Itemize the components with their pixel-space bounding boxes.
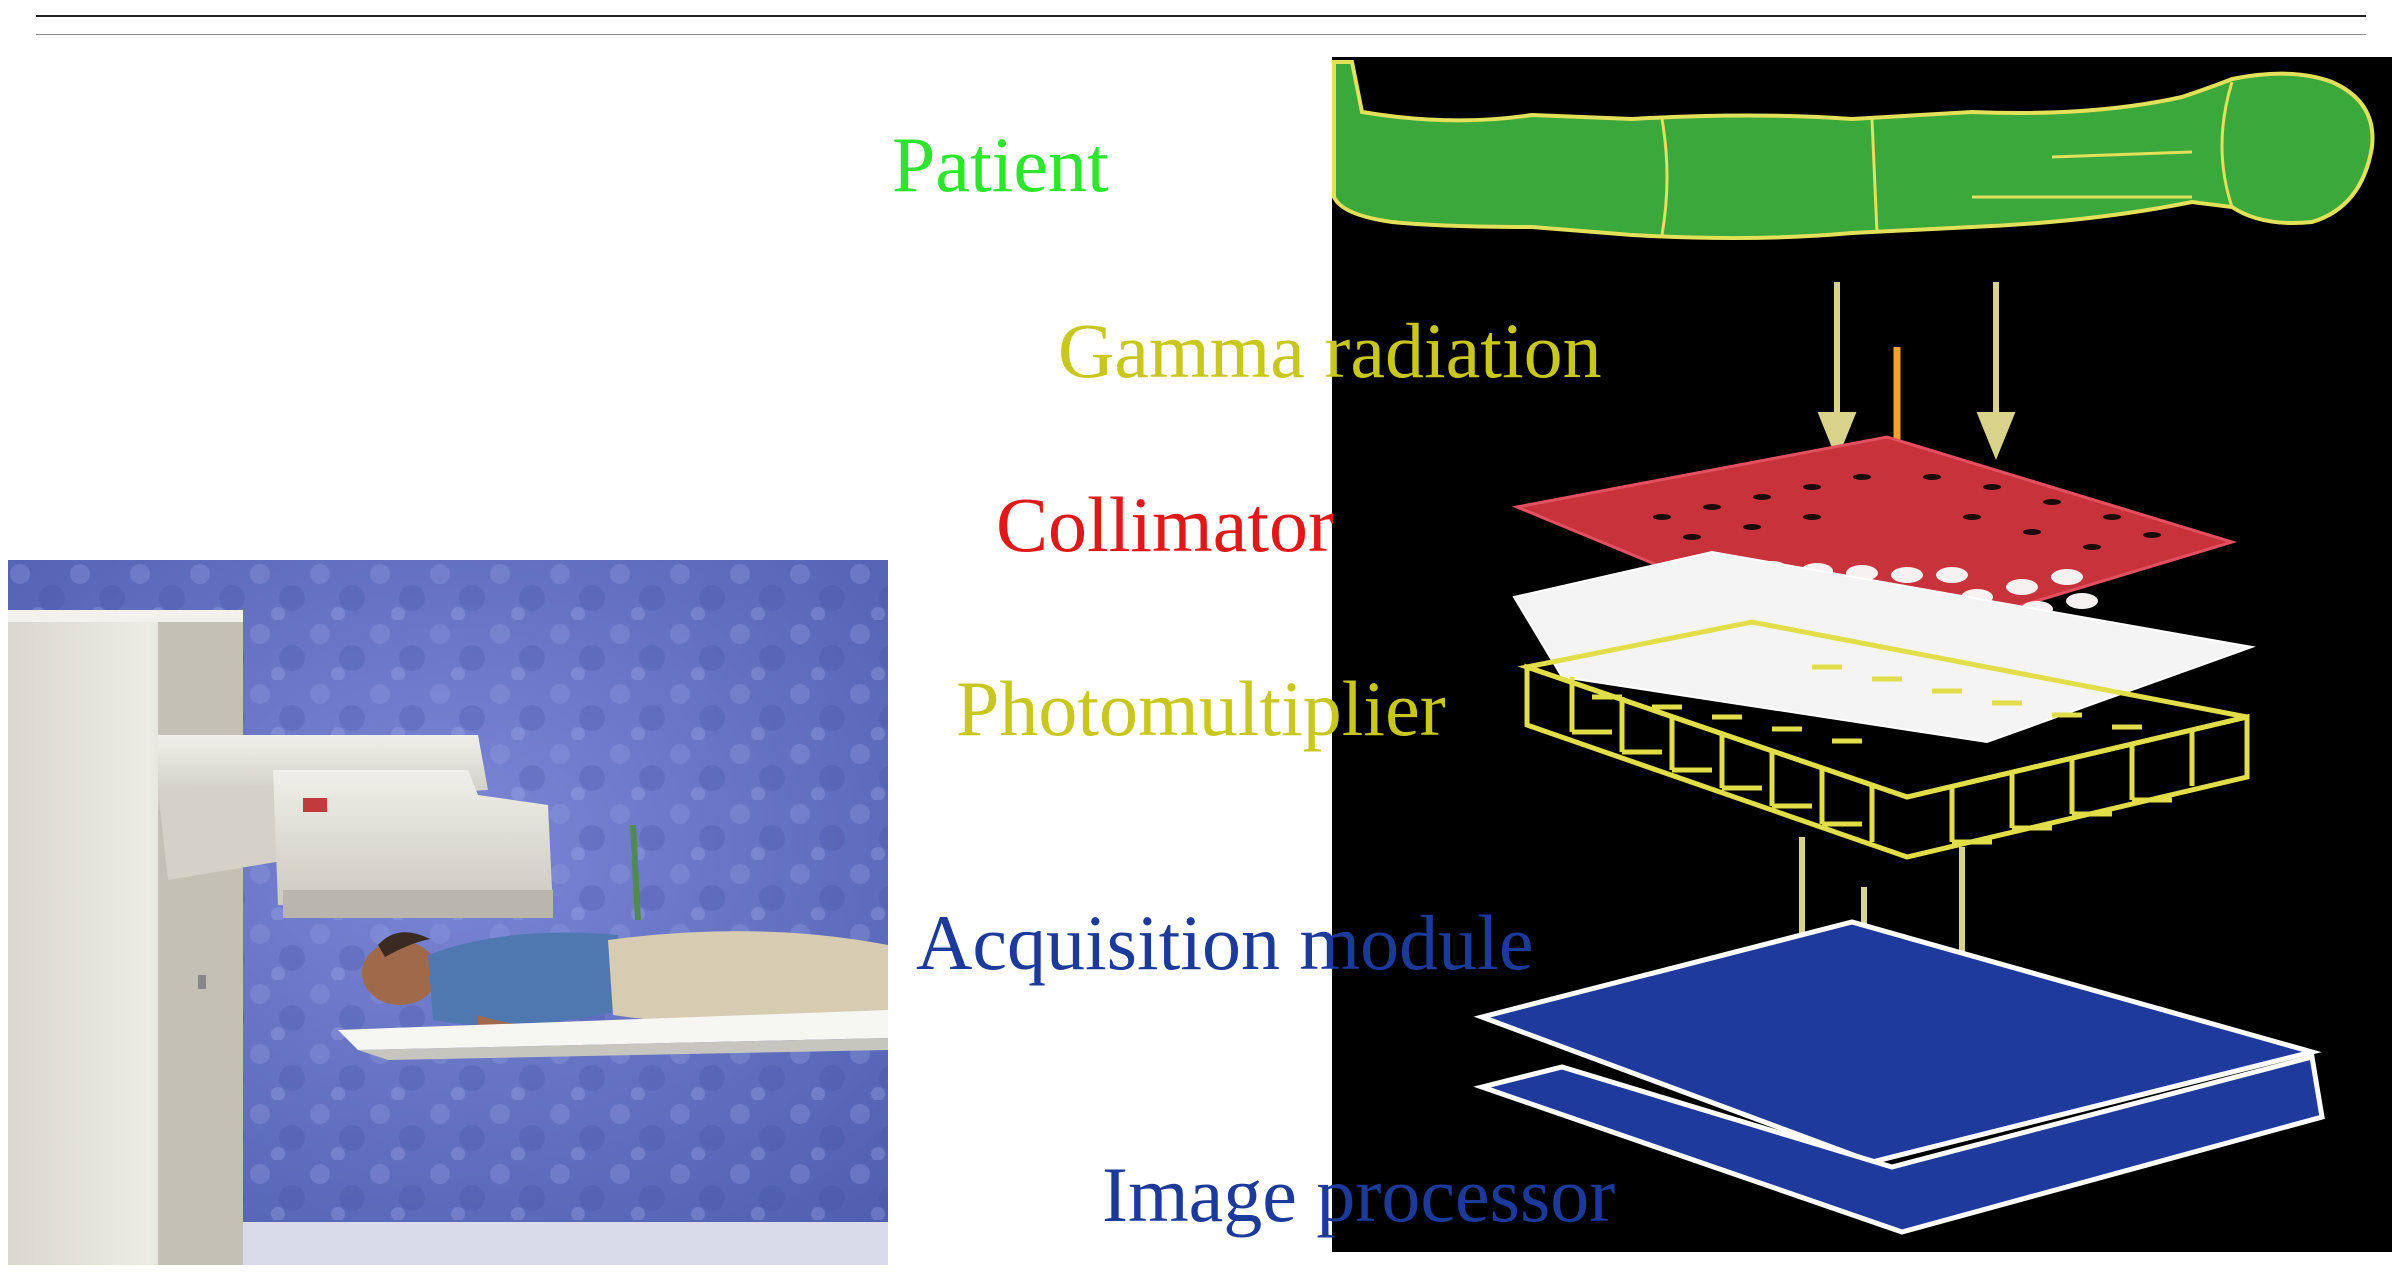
label-patient-text: Patient xyxy=(892,121,1109,208)
photomultiplier-array-icon xyxy=(1517,619,2250,860)
patient-body-icon xyxy=(1332,60,2375,241)
label-collimator: Collimator xyxy=(996,486,1334,564)
label-acquisition-module: Acquisition module xyxy=(916,904,1533,982)
label-collimator-text: Collimator xyxy=(996,481,1334,568)
gamma-camera-schematic xyxy=(1332,57,2392,1252)
label-photomultiplier-text: Photomultiplier xyxy=(956,665,1446,752)
label-image-processor: Image processor xyxy=(1102,1156,1615,1234)
top-rule xyxy=(36,15,2366,17)
label-gamma-text: Gamma radiation xyxy=(1058,307,1602,394)
label-photomultiplier: Photomultiplier xyxy=(956,670,1446,748)
arrow-down-icon xyxy=(1817,282,2016,460)
label-gamma-radiation: Gamma radiation xyxy=(1058,312,1602,390)
acquisition-plate-icon xyxy=(1473,919,2322,1165)
processor-plate-icon xyxy=(1473,1053,2325,1235)
label-acquisition-text: Acquisition module xyxy=(916,899,1534,986)
label-patient: Patient xyxy=(892,126,1109,204)
top-rule-thin xyxy=(36,34,2366,35)
label-image-processor-text: Image processor xyxy=(1102,1151,1616,1238)
gamma-camera-photo xyxy=(8,560,888,1265)
